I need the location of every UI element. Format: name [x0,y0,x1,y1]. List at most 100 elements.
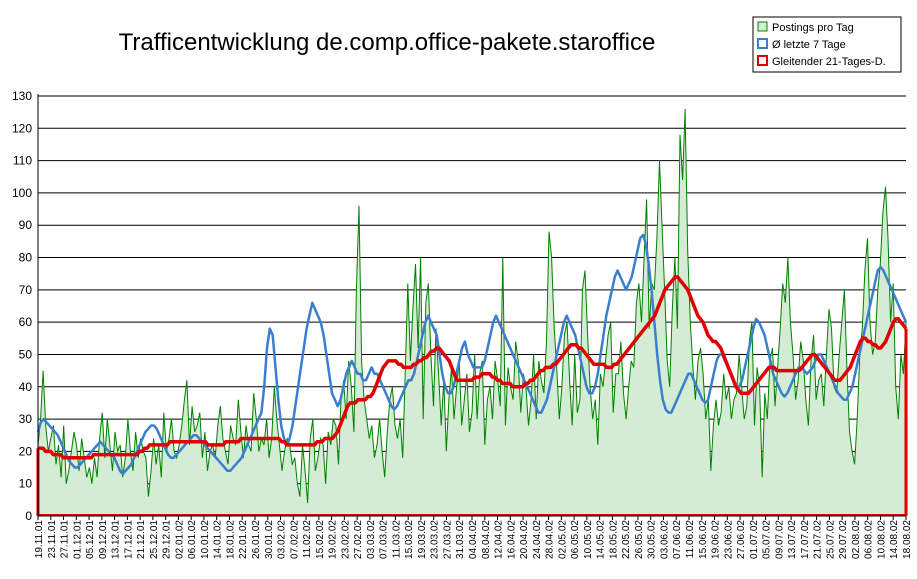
x-tick-label: 01.12.01 [72,520,83,559]
x-tick-label: 02.05.02 [557,520,568,559]
y-tick-label: 30 [19,412,33,426]
legend-label-avg21: Gleitender 21-Tages-D. [772,56,886,68]
y-tick-label: 120 [12,121,32,135]
x-tick-label: 02.01.02 [174,520,185,559]
x-tick-label: 09.12.01 [98,520,109,559]
line-avg7 [36,233,908,476]
x-tick-label: 18.01.02 [225,520,236,559]
x-tick-label: 11.03.02 [391,520,402,559]
x-tick-label: 26.05.02 [634,520,645,559]
x-tick-label: 14.05.02 [596,520,607,559]
series-postings-pro-tag [37,108,907,517]
x-tick-label: 18.08.02 [902,520,913,559]
x-tick-label: 19.02.02 [328,520,339,559]
x-tick-label: 11.02.02 [302,520,313,559]
x-tick-label: 01.07.02 [749,520,760,559]
chart-title: Trafficentwicklung de.comp.office-pakete… [119,29,656,56]
legend-swatch-avg7 [757,38,768,49]
x-tick-label: 31.03.02 [455,520,466,559]
x-tick-label: 17.07.02 [800,520,811,559]
x-tick-label: 18.05.02 [608,520,619,559]
x-tick-label: 07.02.02 [289,520,300,559]
y-tick-label: 0 [25,509,32,523]
x-tick-label: 27.02.02 [353,520,364,559]
legend-label-avg7: Ø letzte 7 Tage [772,39,846,51]
x-tick-label: 30.01.02 [264,520,275,559]
x-tick-label: 06.01.02 [187,520,198,559]
area-line-postings [37,108,907,504]
x-tick-label: 22.05.02 [621,520,632,559]
series-7-tage-durchschnitt [36,233,908,476]
x-tick-label: 15.02.02 [315,520,326,559]
x-tick-label: 06.08.02 [864,520,875,559]
y-axis-labels: 0 10 20 30 40 50 60 70 80 90 100 110 120 130 [12,89,32,523]
area-fill-postings [38,108,906,517]
line-avg21 [38,275,908,460]
x-tick-label: 03.02.02 [277,520,288,559]
legend-label-postings: Postings pro Tag [772,22,854,34]
x-tick-label: 03.03.02 [366,520,377,559]
x-tick-label: 26.01.02 [251,520,262,559]
x-tick-label: 05.07.02 [762,520,773,559]
x-tick-label: 19.03.02 [417,520,428,559]
x-tick-label: 29.07.02 [838,520,849,559]
x-tick-label: 24.04.02 [532,520,543,559]
y-tick-label: 40 [19,380,33,394]
x-tick-label: 20.04.02 [519,520,530,559]
x-tick-label: 19.06.02 [711,520,722,559]
x-tick-label: 22.01.02 [238,520,249,559]
y-tick-label: 10 [19,477,33,491]
x-tick-label: 27.03.02 [442,520,453,559]
y-tick-label: 50 [19,347,33,361]
x-tick-label: 21.07.02 [813,520,824,559]
x-tick-label: 10.01.02 [200,520,211,559]
x-axis-labels: 19.11.01 23.11.01 27.11.01 01.12.01 05.12.01… [34,516,913,559]
x-tick-label: 28.04.02 [545,520,556,559]
x-tick-label: 09.07.02 [774,520,785,559]
x-tick-label: 19.11.01 [34,520,45,559]
x-tick-label: 08.04.02 [481,520,492,559]
legend-swatch-postings [757,21,768,32]
x-tick-label: 25.07.02 [825,520,836,559]
x-tick-label: 29.12.01 [162,520,173,559]
y-tick-label: 70 [19,283,33,297]
legend: Postings pro Tag Ø letzte 7 Tage Gleiten… [752,16,902,73]
x-tick-label: 14.01.02 [213,520,224,559]
x-tick-label: 15.03.02 [404,520,415,559]
x-tick-label: 04.04.02 [468,520,479,559]
x-tick-label: 23.11.01 [47,520,58,559]
y-tick-label: 20 [19,444,33,458]
x-tick-label: 03.06.02 [659,520,670,559]
x-tick-label: 11.06.02 [685,520,696,559]
x-tick-label: 16.04.02 [506,520,517,559]
y-tick-label: 130 [12,89,32,103]
x-tick-label: 07.06.02 [672,520,683,559]
x-tick-label: 13.12.01 [111,520,122,559]
x-tick-label: 27.06.02 [736,520,747,559]
x-tick-label: 21.12.01 [136,520,147,559]
legend-box [752,16,902,73]
y-tick-label: 60 [19,315,33,329]
x-tick-label: 12.04.02 [494,520,505,559]
x-tick-label: 23.06.02 [723,520,734,559]
x-tick-label: 14.08.02 [889,520,900,559]
y-tick-label: 100 [12,186,32,200]
x-tick-label: 17.12.01 [123,520,134,559]
x-tick-label: 02.08.02 [851,520,862,559]
x-tick-label: 10.05.02 [583,520,594,559]
x-tick-label: 10.08.02 [876,520,887,559]
x-tick-label: 13.07.02 [787,520,798,559]
x-tick-label: 30.05.02 [647,520,658,559]
series-21-tage-durchschnitt [36,275,908,516]
x-tick-label: 06.05.02 [570,520,581,559]
y-tick-label: 90 [19,218,33,232]
x-tick-label: 15.06.02 [698,520,709,559]
x-tick-label: 23.02.02 [340,520,351,559]
x-tick-label: 23.03.02 [430,520,441,559]
y-tick-label: 110 [13,154,32,168]
x-tick-label: 25.12.01 [149,520,160,559]
x-tick-label: 27.11.01 [60,520,71,559]
legend-swatch-avg21 [757,55,768,66]
x-tick-label: 07.03.02 [379,520,390,559]
